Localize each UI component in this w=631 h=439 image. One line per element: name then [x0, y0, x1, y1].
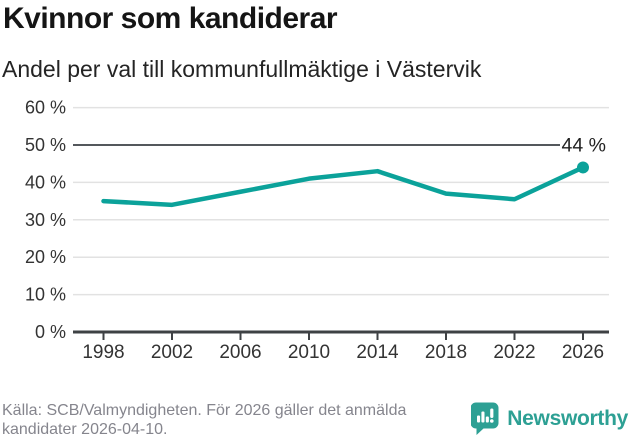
- y-tick-label: 30 %: [25, 210, 66, 230]
- last-point-marker: [577, 161, 589, 174]
- x-tick-label: 1998: [82, 342, 124, 363]
- bar-chart-bubble-icon: [471, 402, 499, 435]
- y-tick-label: 20 %: [25, 247, 66, 267]
- end-label-backing: [560, 133, 609, 157]
- newsworthy-logo[interactable]: Newsworthy: [471, 402, 628, 435]
- x-tick-label: 2006: [219, 342, 261, 363]
- source-line-2: kandidater 2026-04-10.: [2, 421, 168, 438]
- end-label: 44 %: [562, 135, 606, 157]
- source-note: Källa: SCB/Valmyndigheten. För 2026 gäll…: [2, 401, 406, 439]
- brand-name: Newsworthy: [507, 406, 628, 430]
- y-tick-label: 10 %: [25, 285, 66, 305]
- data-line: [101, 165, 586, 208]
- y-tick-label: 60 %: [25, 98, 66, 118]
- y-tick-label: 40 %: [25, 172, 66, 192]
- x-tick-label: 2014: [356, 342, 399, 363]
- x-tick-label: 2022: [493, 342, 535, 363]
- y-tick-label: 0 %: [35, 322, 66, 342]
- x-tick-label: 2002: [151, 342, 193, 363]
- y-tick-label: 50 %: [25, 135, 66, 155]
- source-line-1: Källa: SCB/Valmyndigheten. För 2026 gäll…: [2, 402, 407, 419]
- page-title: Kvinnor som kandiderar: [3, 2, 338, 35]
- chart-subtitle: Andel per val till kommunfullmäktige i V…: [2, 56, 482, 82]
- line-chart: 0 % 10 % 20 % 30 % 40 % 50 % 60 % 1998 2002 2006 2…: [0, 95, 631, 370]
- x-tick-label: 2026: [562, 342, 604, 363]
- x-tick-label: 2018: [425, 342, 467, 363]
- x-tick-label: 2010: [288, 342, 330, 363]
- line-chart-canvas: 0 % 10 % 20 % 30 % 40 % 50 % 60 % 1998 2002 2006 2…: [25, 98, 609, 363]
